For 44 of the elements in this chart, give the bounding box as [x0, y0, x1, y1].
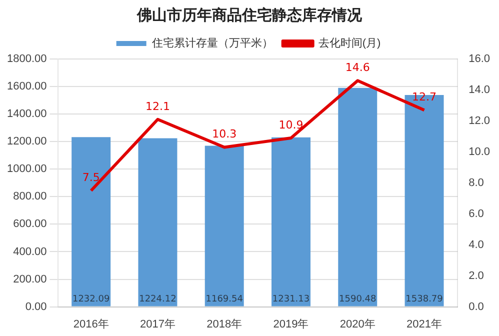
data-label: 1590.48: [339, 294, 377, 305]
y-tick-label: 1600.00: [6, 80, 47, 93]
data-label: 10.9: [278, 118, 304, 132]
data-label: 12.1: [145, 100, 170, 113]
y-tick-label: 200.00: [13, 273, 47, 286]
bar: [204, 146, 244, 306]
y-tick-label: 1800.00: [6, 53, 47, 66]
data-label: 1169.54: [206, 294, 244, 305]
chart-title: 佛山市历年商品住宅静态库存情况: [136, 5, 363, 26]
y2-tick-label: 6.0: [468, 208, 484, 220]
y-tick-label: 1200.00: [6, 136, 47, 148]
bar: [272, 137, 310, 306]
y-tick-label: 400.00: [13, 246, 47, 258]
data-label: 10.3: [212, 128, 237, 141]
y2-tick-label: 16.0: [468, 53, 490, 66]
x-tick-label: 2021年: [406, 318, 442, 330]
y2-tick-label: 0.0: [468, 300, 484, 313]
y2-tick-label: 12.0: [468, 114, 490, 127]
y-tick-label: 1400.00: [6, 108, 47, 120]
bar: [72, 137, 111, 306]
data-label: 14.6: [345, 61, 370, 74]
y-tick-label: 1000.00: [6, 163, 47, 176]
x-tick-label: 2019年: [273, 318, 309, 330]
y2-tick-label: 8.0: [468, 176, 484, 189]
y2-tick-label: 2.0: [468, 270, 484, 282]
x-tick-label: 2017年: [140, 318, 176, 330]
y2-tick-label: 4.0: [468, 238, 484, 251]
x-tick-label: 2018年: [206, 318, 242, 330]
y-tick-label: 600.00: [13, 218, 47, 230]
x-tick-label: 2020年: [340, 318, 376, 330]
y-tick-label: 0.00: [25, 300, 47, 313]
x-tick-label: 2016年: [73, 318, 109, 330]
data-label: 1224.12: [139, 294, 176, 305]
y-tick-label: 800.00: [13, 190, 47, 203]
bar: [338, 88, 378, 306]
y2-tick-label: 10.0: [468, 146, 490, 158]
bar: [138, 138, 178, 306]
legend-label: 住宅累计存量（万平米）: [152, 36, 273, 50]
data-label: 1232.09: [72, 294, 110, 305]
data-label: 1231.13: [272, 294, 310, 305]
data-label: 1538.79: [406, 294, 444, 305]
data-label: 7.5: [82, 171, 100, 184]
legend-label: 去化时间(月): [318, 36, 381, 50]
y2-tick-label: 14.0: [468, 84, 490, 96]
